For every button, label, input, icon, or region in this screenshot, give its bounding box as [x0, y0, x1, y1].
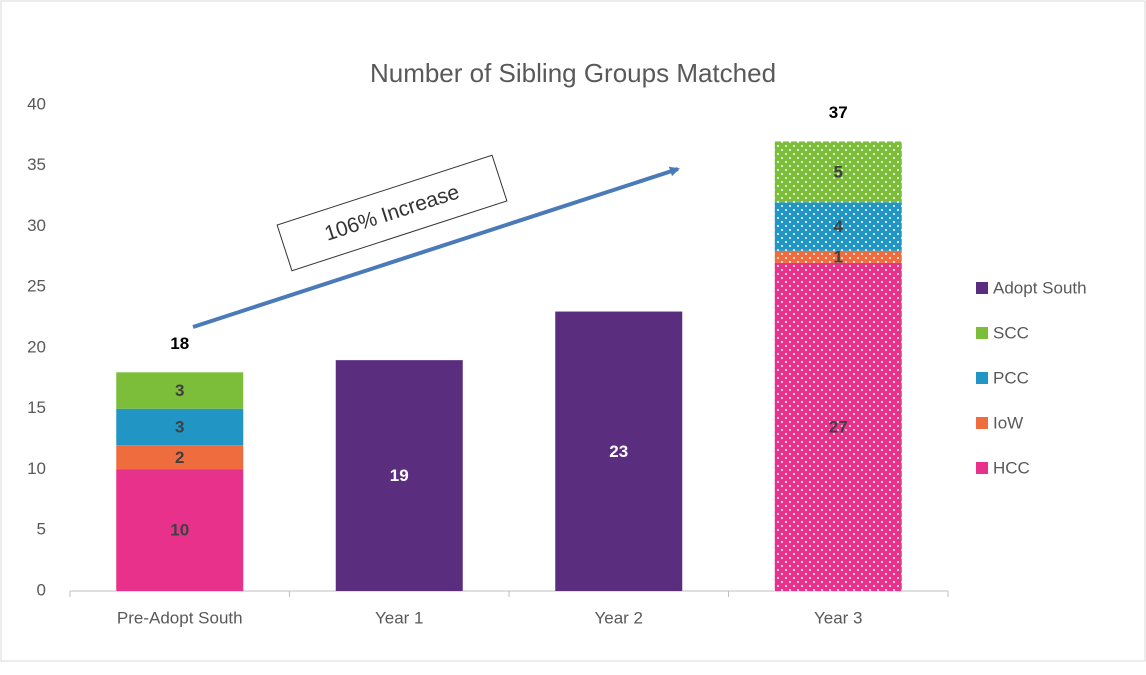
bar-segment [774, 250, 902, 263]
bar-segment [116, 469, 244, 591]
annotation-frame [276, 154, 508, 272]
y-tick-label: 30 [27, 216, 46, 235]
y-tick-label: 20 [27, 337, 46, 356]
y-tick-label: 15 [27, 398, 46, 417]
trend-arrow [192, 166, 680, 329]
bar-segment [555, 311, 683, 591]
bar-segment [774, 141, 902, 203]
legend-label: PCC [993, 368, 1029, 387]
value-label: 2 [175, 448, 184, 467]
bar-segment [116, 372, 244, 409]
legend-swatch [976, 462, 988, 474]
legend-label: HCC [993, 458, 1030, 477]
value-label: 3 [175, 381, 184, 400]
bar-segment [116, 445, 244, 470]
y-tick-label: 40 [27, 94, 46, 113]
x-tick-label: Pre-Adopt South [117, 608, 243, 627]
bar-segment [116, 408, 244, 446]
y-tick-label: 5 [37, 520, 46, 539]
legend-swatch [976, 327, 988, 339]
y-tick-label: 35 [27, 155, 46, 174]
x-tick-label: Year 3 [814, 608, 863, 627]
x-tick-label: Year 2 [594, 608, 643, 627]
value-label: 1 [834, 247, 843, 266]
bar-segment [335, 360, 463, 591]
total-label: 37 [829, 103, 848, 122]
legend-label: IoW [993, 413, 1023, 432]
value-label: 10 [170, 521, 189, 540]
value-label: 3 [175, 417, 184, 436]
y-tick-label: 25 [27, 277, 46, 296]
legend-swatch [976, 372, 988, 384]
x-tick-label: Year 1 [375, 608, 424, 627]
value-label: 23 [609, 442, 628, 461]
legend-label: Adopt South [993, 278, 1087, 297]
value-label: 4 [834, 217, 844, 236]
chart-title: Number of Sibling Groups Matched [370, 58, 776, 88]
total-label: 18 [170, 334, 189, 353]
legend-swatch [976, 282, 988, 294]
y-tick-label: 0 [37, 580, 46, 599]
y-tick-label: 10 [27, 459, 46, 478]
bar-segment [774, 262, 902, 591]
value-label: 27 [829, 417, 848, 436]
bar-segment [774, 202, 902, 251]
value-label: 19 [390, 466, 409, 485]
legend-label: SCC [993, 323, 1029, 342]
legend-swatch [976, 417, 988, 429]
value-label: 5 [834, 162, 843, 181]
